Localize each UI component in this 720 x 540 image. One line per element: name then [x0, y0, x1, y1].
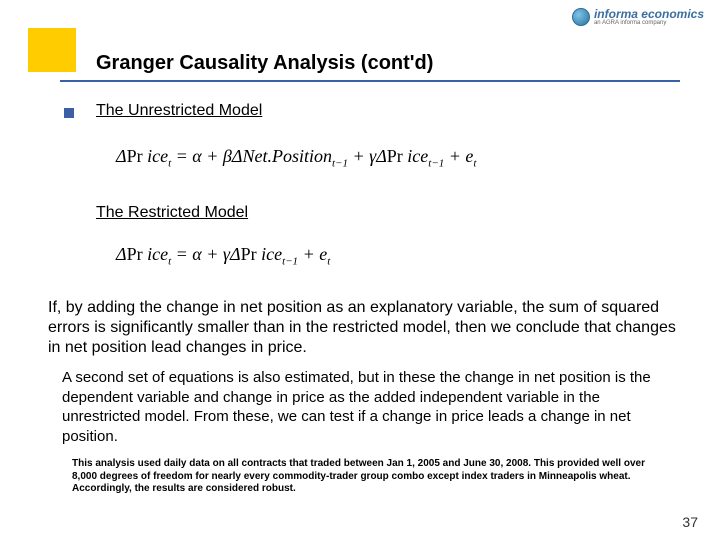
- slide: informa economics an AGRA informa compan…: [0, 0, 720, 540]
- section-unrestricted: The Unrestricted Model: [96, 102, 262, 120]
- paragraph-2: A second set of equations is also estima…: [62, 368, 674, 446]
- equation-restricted: ΔPr icet = α + γΔPr icet−1 + et: [116, 244, 330, 268]
- title-wrap: Granger Causality Analysis (cont'd): [96, 52, 656, 75]
- page-number: 37: [682, 514, 698, 530]
- bullet-icon: [64, 108, 74, 118]
- footnote: This analysis used daily data on all con…: [72, 458, 662, 496]
- title-underline: [60, 80, 680, 82]
- paragraph-1: If, by adding the change in net position…: [48, 298, 678, 358]
- page-title: Granger Causality Analysis (cont'd): [96, 52, 656, 75]
- logo-text: informa economics an AGRA informa compan…: [594, 8, 704, 26]
- logo-subtitle: an AGRA informa company: [594, 20, 704, 26]
- globe-icon: [572, 8, 590, 26]
- equation-unrestricted: ΔPr icet = α + βΔNet.Positiont−1 + γΔPr …: [116, 146, 476, 170]
- title-accent-block: [28, 28, 76, 72]
- brand-logo: informa economics an AGRA informa compan…: [572, 8, 704, 26]
- logo-name: informa economics: [594, 8, 704, 20]
- section-restricted: The Restricted Model: [96, 204, 248, 222]
